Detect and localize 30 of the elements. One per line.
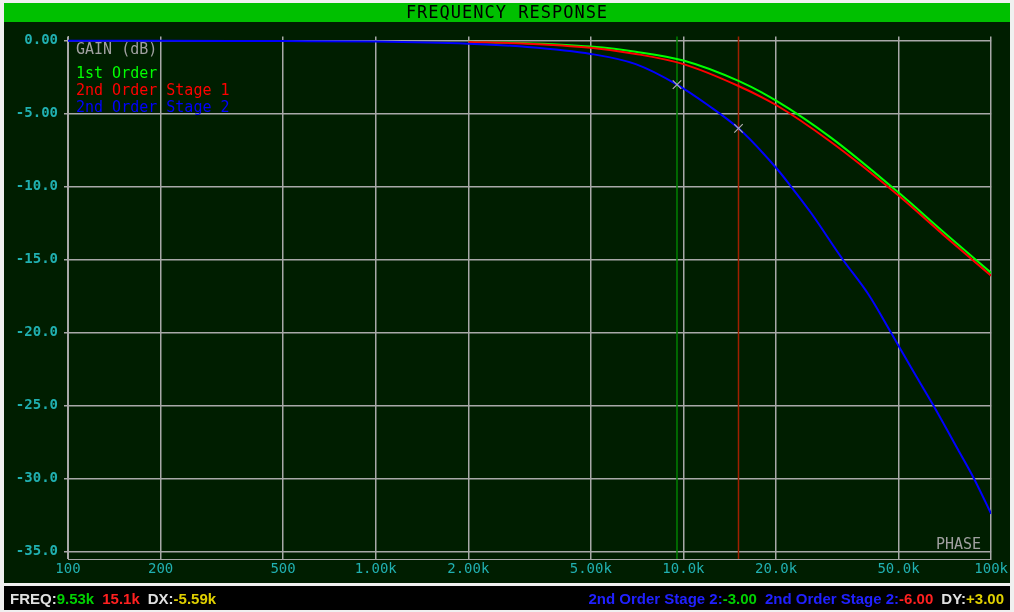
text: DY:+3.00 <box>941 589 1004 607</box>
x-tick-label: 2.00k <box>447 560 490 577</box>
y-tick-label: -30.0 <box>15 469 58 486</box>
text: 1st Order <box>76 63 158 82</box>
x-tick-label: 5.00k <box>569 560 613 577</box>
text: FREQ:9.53k <box>10 589 95 607</box>
chart-title: FREQUENCY RESPONSE <box>4 2 1010 22</box>
x-tick-label: 20.0k <box>754 560 798 577</box>
y-tick-label: 0.00 <box>24 31 58 48</box>
text: DX:-5.59k <box>147 589 217 607</box>
y-tick-label: -25.0 <box>15 396 58 413</box>
x-tick-label: 500 <box>270 560 296 577</box>
x-tick-label: 1.00k <box>354 560 398 577</box>
text: 2nd Order Stage 2:-3.00 <box>588 589 757 607</box>
y-axis-title: GAIN (dB) <box>76 39 158 58</box>
text: 15.1k <box>102 589 140 607</box>
y-tick-label: -15.0 <box>15 250 58 267</box>
x-tick-label: 100 <box>55 560 81 577</box>
y-tick-label: -20.0 <box>15 323 58 340</box>
text: 2nd Order Stage 2 <box>76 97 230 116</box>
annotation: PHASE <box>935 535 982 554</box>
y-tick-label: -5.00 <box>15 104 58 121</box>
x-tick-label: 50.0k <box>877 560 921 577</box>
x-tick-label: 100k <box>974 560 1009 577</box>
x-tick-label: 10.0k <box>662 560 706 577</box>
y-tick-label: -10.0 <box>15 177 58 194</box>
text: 2nd Order Stage 1 <box>76 80 230 99</box>
y-tick-label: -35.0 <box>15 542 58 559</box>
x-tick-label: 200 <box>147 560 174 577</box>
text: 2nd Order Stage 2:-6.00 <box>764 589 934 607</box>
